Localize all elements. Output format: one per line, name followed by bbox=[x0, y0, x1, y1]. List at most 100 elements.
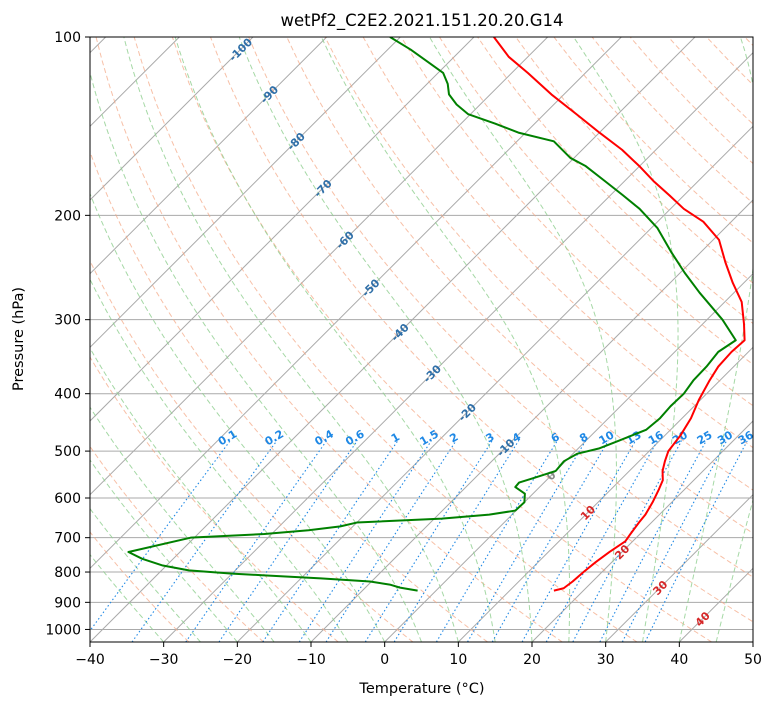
x-tick-label: −10 bbox=[296, 652, 326, 668]
moist-adiabat-line bbox=[174, 37, 496, 642]
x-tick-label: 40 bbox=[670, 652, 688, 668]
mixing-ratio-line bbox=[521, 440, 637, 642]
mixing-ratio-line bbox=[621, 440, 728, 642]
isotherm-labels: 0.1 0.2 0.4 0.6 1 1.5 2 3 4 6 8 10 13 16 20 25 30 36-100-… bbox=[216, 35, 756, 629]
isotherm-line bbox=[605, 493, 753, 642]
chart-title: wetPf2_C2E2.2021.151.20.20.G14 bbox=[280, 11, 563, 31]
x-axis-label: Temperature (°C) bbox=[358, 681, 484, 697]
axes: −40 −30 −20 −10 0 10 20 30 40 50 1000 900 800 700 600 5… bbox=[45, 30, 762, 668]
isotherm-label: -100 bbox=[226, 35, 255, 64]
mixing-ratio-line bbox=[644, 440, 748, 642]
mixing-ratio-line bbox=[435, 440, 558, 642]
dry-adiabat-line bbox=[90, 259, 414, 642]
dry-adiabat-line bbox=[668, 37, 753, 125]
dry-adiabat-line bbox=[133, 37, 638, 642]
dry-adiabat-line bbox=[400, 37, 753, 407]
y-tick-label: 500 bbox=[54, 444, 81, 460]
x-tick-label: 50 bbox=[744, 652, 762, 668]
dry-adiabat-line bbox=[95, 37, 563, 642]
dry-adiabat-line bbox=[439, 37, 753, 366]
moist-adiabat-line bbox=[320, 37, 571, 642]
isotherm-line bbox=[90, 37, 254, 201]
dry-adiabat-line bbox=[744, 37, 753, 47]
mixing-ratio-line bbox=[572, 440, 683, 642]
isotherm-line bbox=[236, 125, 753, 642]
x-tick-label: 30 bbox=[597, 652, 615, 668]
isotherm-label: -80 bbox=[285, 130, 308, 153]
isotherm-line bbox=[531, 420, 753, 642]
mixing-ratio-label: 25 bbox=[695, 428, 715, 447]
x-tick-label: 20 bbox=[523, 652, 541, 668]
mixing-ratio-line bbox=[131, 440, 278, 642]
mixing-ratio-label: 0.6 bbox=[343, 427, 367, 448]
x-tick-label: −30 bbox=[149, 652, 179, 668]
dry-adiabat-line bbox=[90, 356, 339, 642]
mixing-ratio-line bbox=[599, 440, 707, 642]
isotherm-line bbox=[90, 37, 401, 349]
dry-adiabat-line bbox=[515, 37, 753, 284]
y-tick-label: 400 bbox=[54, 387, 81, 403]
background-lines bbox=[90, 37, 753, 642]
y-tick-label: 100 bbox=[54, 30, 81, 46]
mixing-ratio-line bbox=[545, 440, 659, 642]
x-tick-label: 0 bbox=[380, 652, 389, 668]
y-tick-label: 200 bbox=[54, 208, 81, 224]
dry-adiabat-line bbox=[90, 531, 190, 642]
y-axis-label: Pressure (hPa) bbox=[11, 287, 27, 391]
moist-adiabat-line bbox=[90, 278, 349, 642]
temperature-line bbox=[493, 37, 746, 592]
x-tick-label: −20 bbox=[223, 652, 253, 668]
mixing-ratio-label: 0.4 bbox=[313, 427, 337, 448]
dewpoint-line bbox=[127, 37, 737, 592]
y-tick-label: 300 bbox=[54, 313, 81, 329]
y-tick-label: 900 bbox=[54, 595, 81, 611]
isotherm-line bbox=[310, 199, 753, 642]
dry-adiabat-line bbox=[171, 37, 712, 642]
mixing-ratio-label: 2 bbox=[447, 430, 460, 445]
mixing-ratio-label: 30 bbox=[715, 428, 735, 447]
moist-adiabat-line bbox=[678, 37, 753, 642]
mixing-ratio-line bbox=[298, 440, 432, 642]
mixing-ratio-line bbox=[90, 440, 231, 632]
moist-adiabat-line bbox=[90, 507, 201, 642]
dry-adiabat-line bbox=[248, 37, 753, 578]
moist-adiabat-line bbox=[715, 498, 753, 642]
mixing-ratio-label: 3 bbox=[483, 430, 496, 445]
dry-adiabat-line bbox=[90, 150, 488, 642]
mixing-ratio-label: 1 bbox=[389, 430, 402, 445]
moist-adiabat-line bbox=[123, 37, 459, 642]
moist-adiabat-line bbox=[90, 406, 275, 642]
mixing-ratio-line bbox=[262, 440, 399, 642]
moist-adiabat-line bbox=[90, 347, 312, 642]
x-tick-label: 10 bbox=[449, 652, 467, 668]
isotherm-line bbox=[90, 37, 622, 570]
mixing-ratio-label: 16 bbox=[646, 428, 666, 447]
mixing-ratio-line bbox=[185, 440, 328, 642]
dry-adiabat-line bbox=[324, 37, 753, 491]
y-tick-label: 1000 bbox=[45, 622, 81, 638]
dry-adiabat-line bbox=[210, 37, 753, 623]
dry-adiabat-line bbox=[706, 37, 753, 86]
y-tick-label: 800 bbox=[54, 565, 81, 581]
isotherm-line bbox=[457, 346, 753, 642]
isotherm-line bbox=[90, 37, 475, 422]
mixing-ratio-label: 0.2 bbox=[263, 427, 286, 448]
dry-adiabat-line bbox=[90, 445, 264, 642]
mixing-ratio-line bbox=[467, 440, 587, 642]
mixing-ratio-line bbox=[393, 440, 520, 642]
moist-adiabat-line bbox=[90, 192, 386, 642]
isotherm-line bbox=[90, 37, 328, 275]
moist-adiabat-line bbox=[573, 37, 679, 642]
plot-frame bbox=[89, 36, 754, 643]
mixing-ratio-line bbox=[364, 440, 493, 642]
isotherm-line bbox=[90, 37, 549, 496]
isotherm-line bbox=[752, 641, 753, 642]
mixing-ratio-label: 36 bbox=[736, 428, 756, 447]
isotherm-line bbox=[163, 51, 753, 642]
moist-adiabat-line bbox=[238, 37, 533, 642]
x-tick-label: −40 bbox=[75, 652, 105, 668]
y-tick-label: 700 bbox=[54, 531, 81, 547]
isotherm-line bbox=[384, 272, 753, 642]
moist-adiabat-line bbox=[429, 37, 617, 642]
isotherm-label: -90 bbox=[258, 83, 281, 106]
